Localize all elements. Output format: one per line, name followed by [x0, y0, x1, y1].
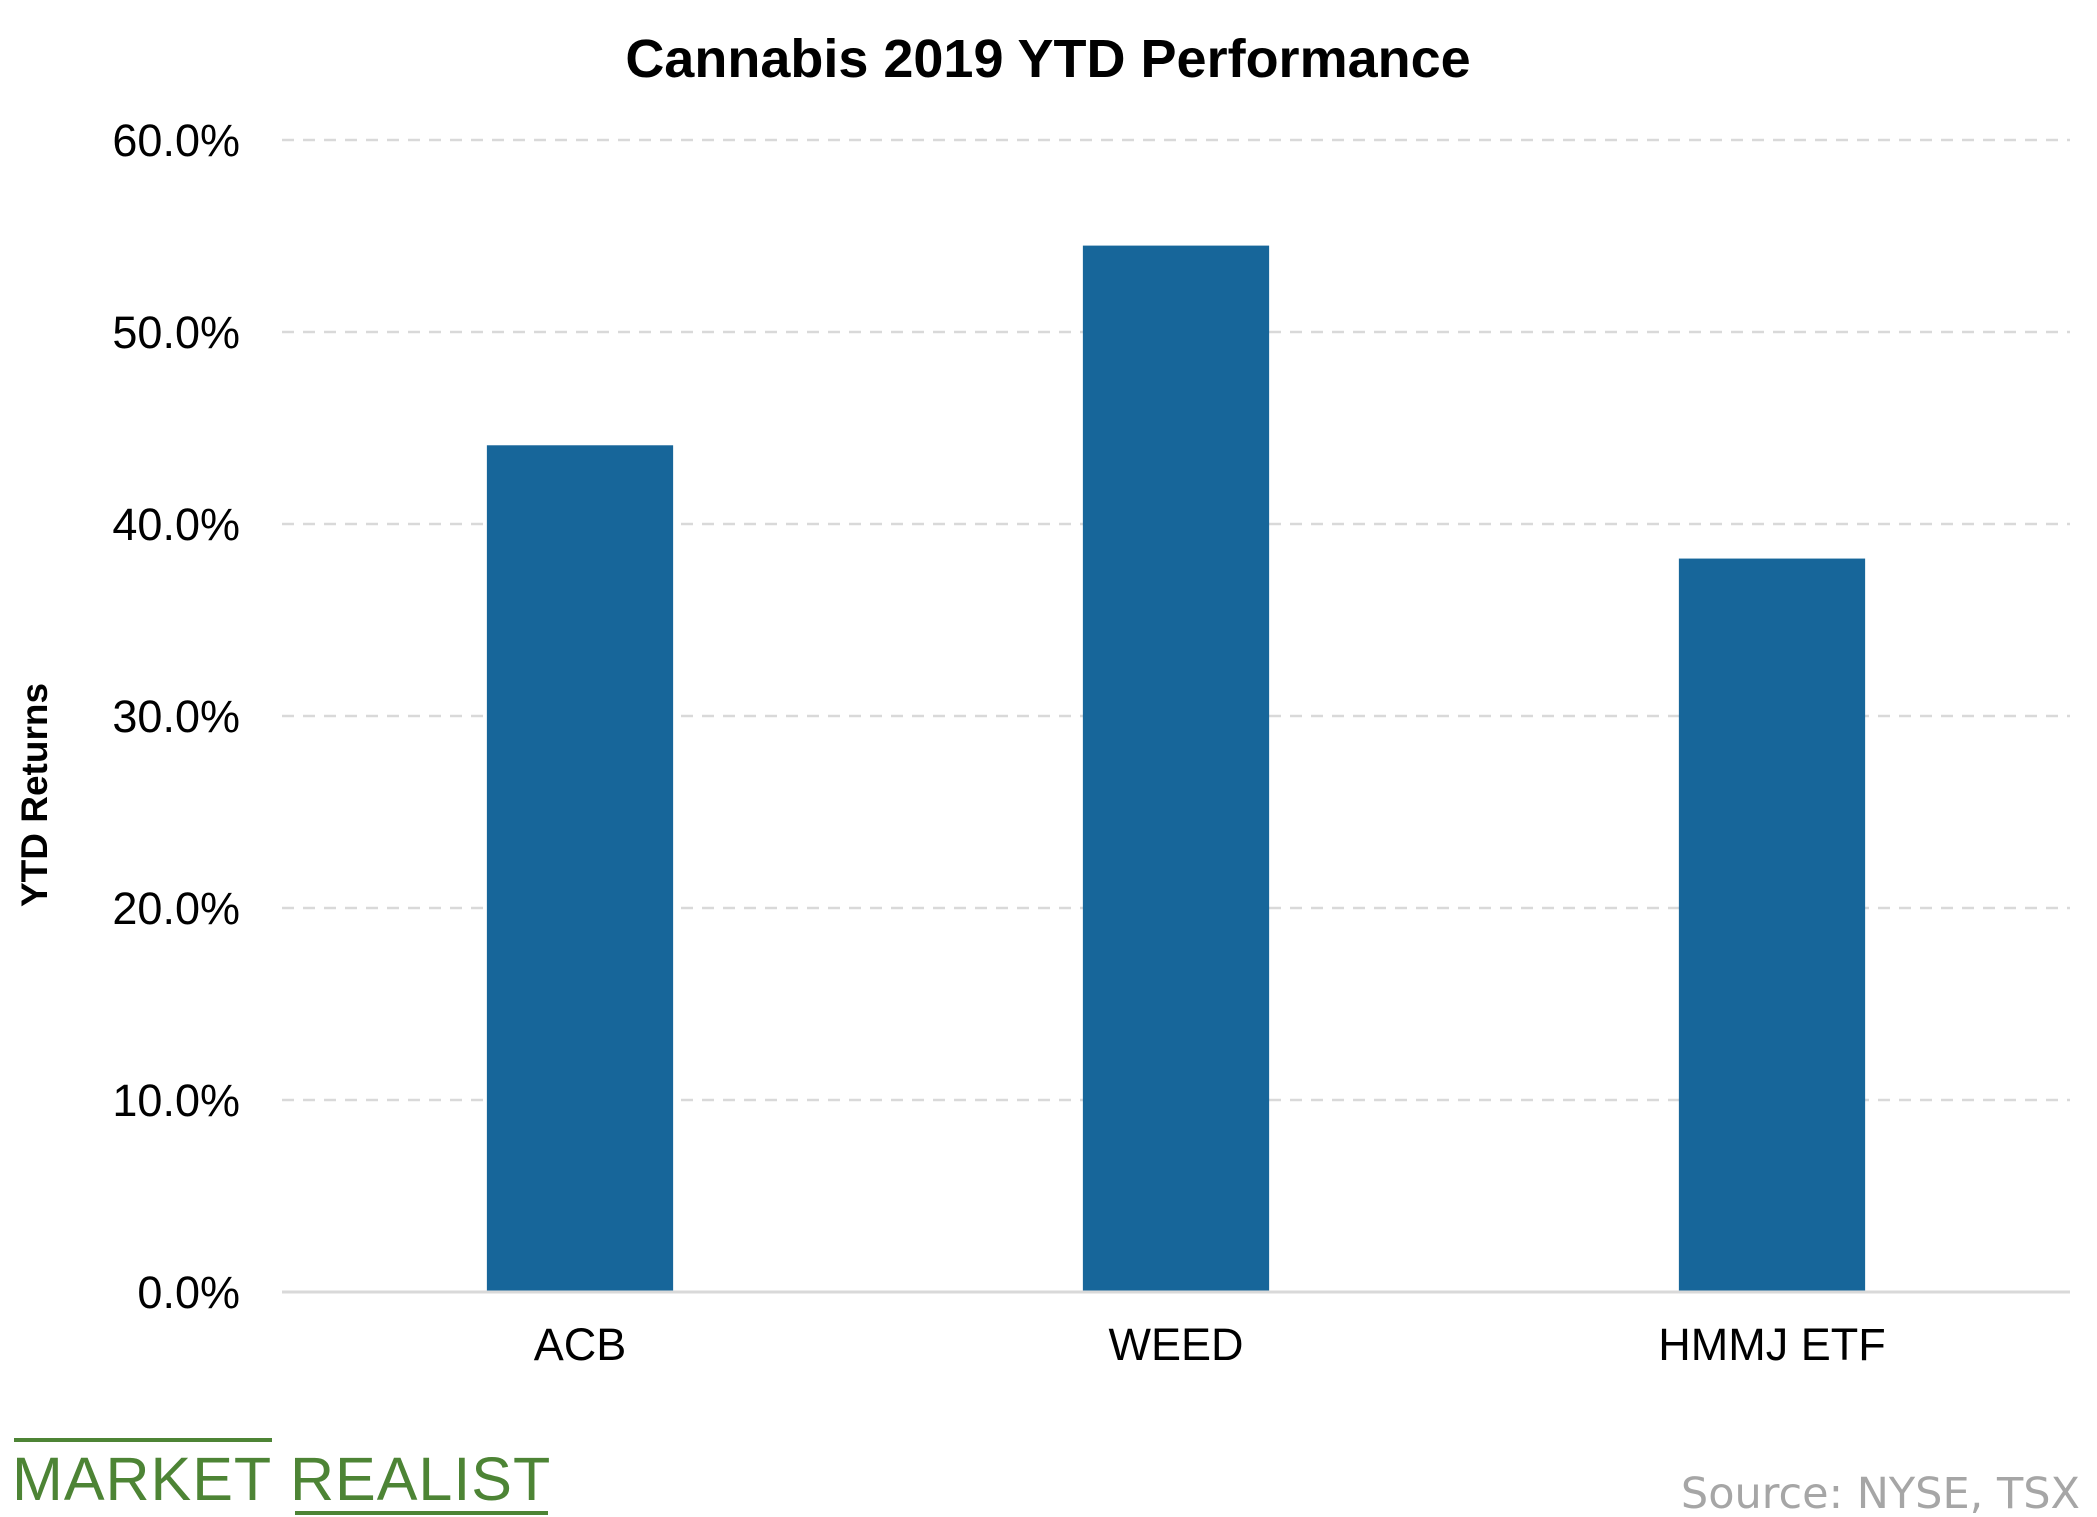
chart-title: Cannabis 2019 YTD Performance — [625, 29, 1470, 89]
y-tick-label: 0.0% — [137, 1267, 240, 1318]
source-note: Source: NYSE, TSX — [1681, 1469, 2080, 1517]
y-axis-label: YTD Returns — [14, 683, 55, 907]
x-tick-label: HMMJ ETF — [1658, 1319, 1885, 1370]
y-tick-label: 30.0% — [112, 691, 240, 742]
bar-weed — [1082, 245, 1270, 1293]
logo-text-realist: REALIST — [290, 1445, 551, 1513]
y-tick-label: 40.0% — [112, 499, 240, 550]
y-tick-label: 60.0% — [112, 115, 240, 166]
x-tick-label: WEED — [1109, 1319, 1244, 1370]
logo-text-market: MARKET — [12, 1445, 272, 1513]
y-axis-ticks: 0.0% 10.0% 20.0% 30.0% 40.0% 50.0% 60.0% — [112, 115, 240, 1318]
market-realist-logo: MARKET REALIST — [12, 1438, 551, 1515]
bars — [486, 245, 1866, 1293]
bar-acb — [486, 445, 674, 1292]
y-tick-label: 10.0% — [112, 1075, 240, 1126]
y-tick-label: 50.0% — [112, 307, 240, 358]
x-tick-label: ACB — [534, 1319, 627, 1370]
bar-hmmj-etf — [1678, 558, 1866, 1292]
y-tick-label: 20.0% — [112, 883, 240, 934]
x-axis-ticks: ACB WEED HMMJ ETF — [534, 1319, 1886, 1370]
